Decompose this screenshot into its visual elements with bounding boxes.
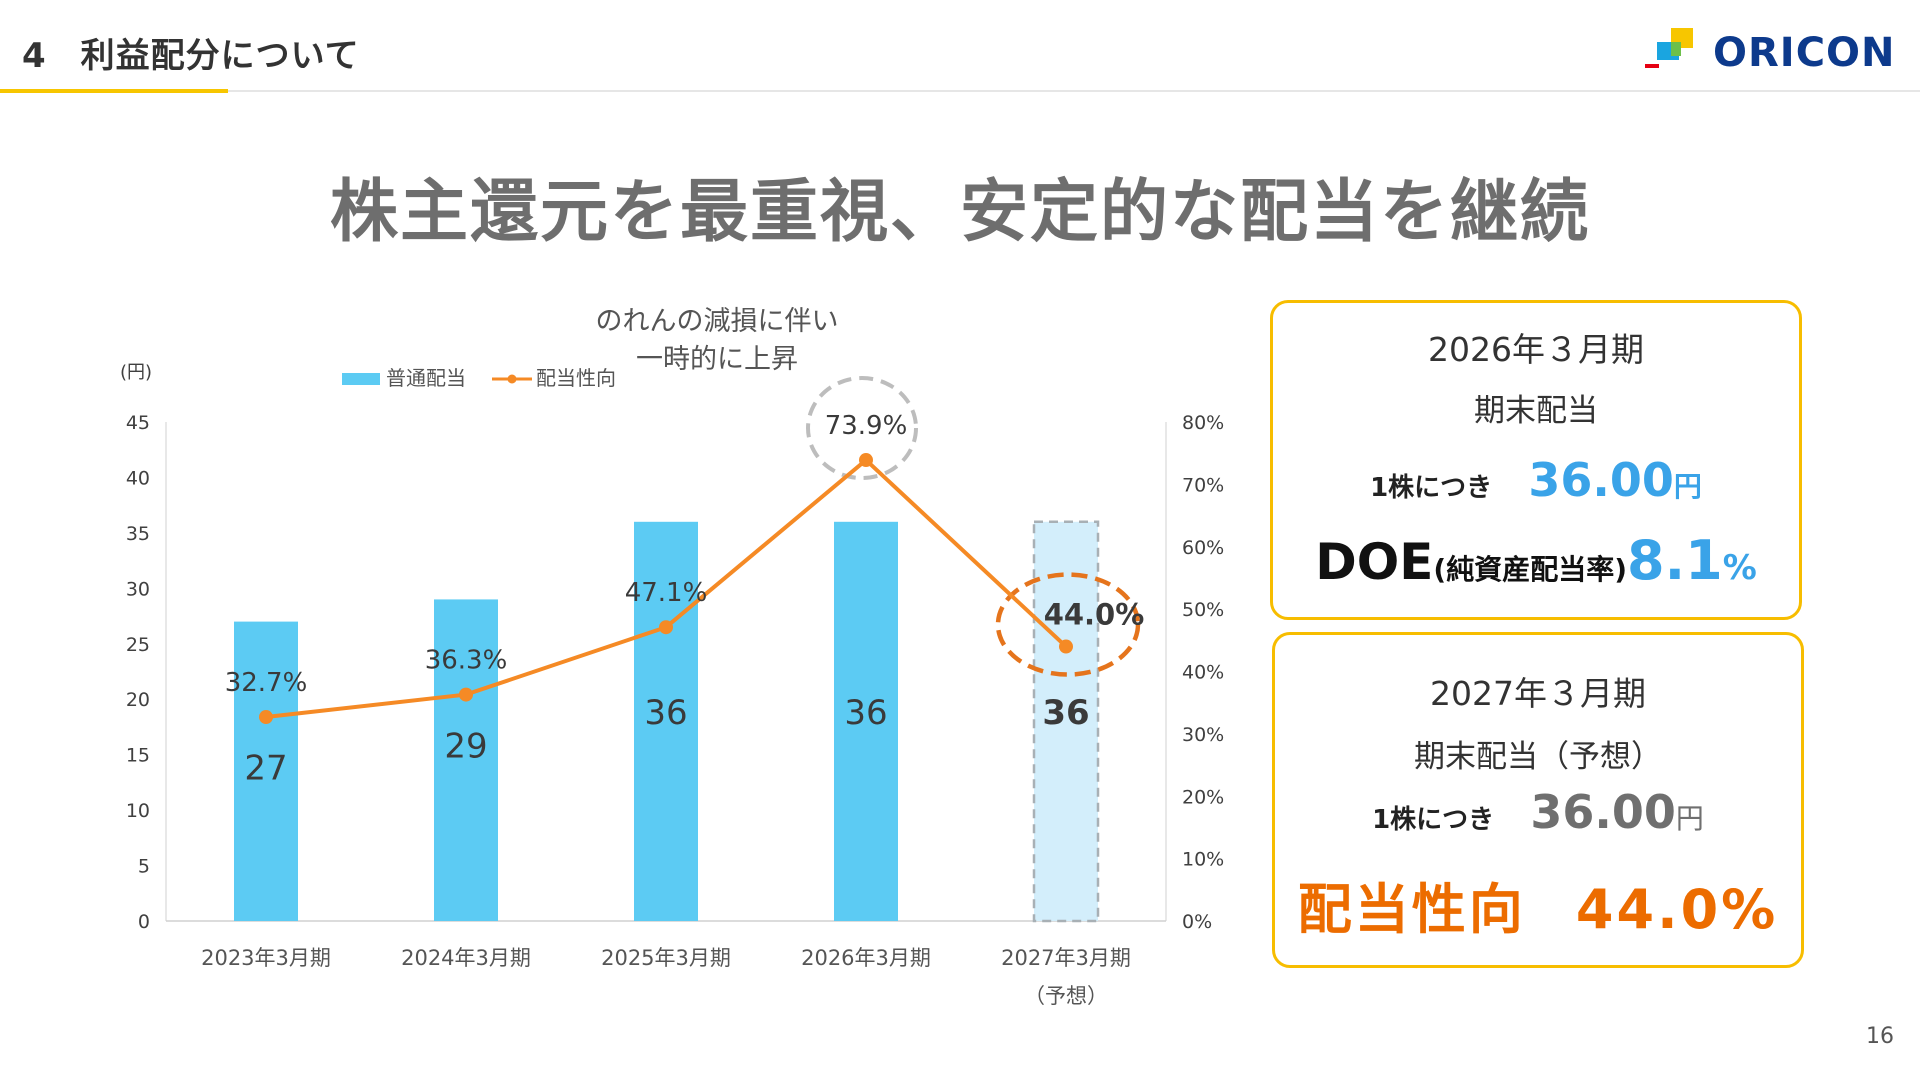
- payout-value: 44.0%: [1575, 878, 1779, 941]
- card2-amount-row: 1株につき 36.00円: [1275, 785, 1801, 839]
- highlight-circle-2027: [995, 572, 1141, 677]
- payout-ratio-label: 36.3%: [425, 646, 508, 676]
- card1-period: 2026年３月期: [1428, 330, 1644, 369]
- payout-label: 配当性向: [1297, 878, 1526, 941]
- y-left-tick-label: 10: [126, 800, 150, 822]
- oricon-logo-mark: [1645, 28, 1693, 68]
- y-left-tick-label: 15: [126, 745, 150, 767]
- bar-value-label: 29: [444, 726, 487, 766]
- card2-amount: 36.00: [1530, 785, 1676, 839]
- card1-per-share-label: 1株につき: [1370, 473, 1493, 503]
- section-title-text: 利益配分について: [80, 36, 360, 76]
- y-right-tick-label: 40%: [1182, 662, 1224, 684]
- doe-label: DOE: [1315, 533, 1434, 591]
- x-category-label: 2026年3月期: [801, 946, 931, 970]
- payout-ratio-marker: [259, 710, 273, 725]
- payout-ratio-marker: [459, 687, 473, 702]
- bar: [634, 521, 698, 921]
- bar-value-label: 36: [844, 693, 887, 733]
- annotation-line2: 一時的に上昇: [636, 344, 798, 375]
- section-title: 4 利益配分について: [22, 28, 360, 77]
- card1-amount: 36.00: [1528, 453, 1674, 507]
- y-right-tick-label: 0%: [1182, 911, 1212, 933]
- legend-swatch-marker: [507, 374, 517, 384]
- header-divider: [0, 90, 1920, 92]
- oricon-logo: ORICON: [1645, 28, 1915, 78]
- bar: [434, 599, 498, 921]
- y-left-tick-label: 40: [126, 467, 150, 489]
- y-right-tick-label: 20%: [1182, 786, 1224, 808]
- y-right-tick-label: 10%: [1182, 849, 1224, 871]
- bar-value-label: 36: [1042, 693, 1089, 733]
- header-accent-bar: [0, 89, 228, 93]
- y-left-tick-label: 35: [126, 523, 150, 545]
- main-heading: 株主還元を最重視、安定的な配当を継続: [329, 173, 1590, 252]
- y-right-tick-label: 50%: [1182, 599, 1224, 621]
- card2-subtitle: 期末配当（予想）: [1414, 739, 1662, 775]
- current-dividend-card: 2026年３月期 期末配当 1株につき 36.00円 DOE(純資産配当率)8.…: [1270, 300, 1802, 620]
- x-category-label: 2027年3月期: [1001, 946, 1131, 970]
- y-left-tick-label: 20: [126, 689, 150, 711]
- y-right-tick-label: 80%: [1182, 412, 1224, 434]
- y-left-unit-label: (円): [120, 362, 152, 383]
- payout-ratio-marker: [1059, 639, 1073, 654]
- legend-label-line: 配当性向: [536, 366, 616, 390]
- annotation-line1: のれんの減損に伴い: [596, 306, 839, 337]
- section-number: 4: [22, 36, 47, 76]
- y-right-tick-label: 30%: [1182, 724, 1224, 746]
- card2-per-share-label: 1株につき: [1372, 805, 1495, 835]
- y-right-tick-label: 60%: [1182, 537, 1224, 559]
- doe-paren-label: (純資産配当率): [1433, 553, 1628, 586]
- forecast-dividend-card: 2027年３月期 期末配当（予想） 1株につき 36.00円 配当性向 44.0…: [1272, 632, 1804, 968]
- dividend-chart: (円) のれんの減損に伴い 一時的に上昇 0 5 10 15 20 25 30 35 40 45 0…: [120, 306, 1224, 1008]
- y-left-tick-label: 45: [126, 412, 150, 434]
- bar: [234, 621, 298, 921]
- page-number: 16: [1866, 1024, 1894, 1049]
- legend-label-bar: 普通配当: [386, 366, 466, 390]
- card1-subtitle: 期末配当: [1474, 393, 1598, 429]
- bar-value-label: 27: [244, 749, 287, 789]
- card1-amount-row: 1株につき 36.00円: [1273, 453, 1799, 507]
- card1-amount-unit: 円: [1673, 470, 1702, 503]
- payout-ratio-label: 44.0%: [1044, 598, 1145, 632]
- payout-ratio-label: 32.7%: [225, 668, 308, 698]
- x-category-label: 2024年3月期: [401, 946, 531, 970]
- x-category-sublabel: （予想）: [1024, 984, 1108, 1008]
- y-left-tick-label: 30: [126, 578, 150, 600]
- card2-amount-unit: 円: [1675, 802, 1704, 835]
- x-category-label: 2025年3月期: [601, 946, 731, 970]
- logo-text: ORICON: [1713, 30, 1896, 76]
- bar-forecast: [1032, 520, 1100, 923]
- payout-ratio-label: 47.1%: [625, 578, 708, 608]
- x-category-label: 2023年3月期: [201, 946, 331, 970]
- y-left-tick-label: 25: [126, 634, 150, 656]
- payout-ratio-marker: [659, 620, 673, 635]
- payout-ratio-marker: [859, 453, 873, 468]
- doe-unit: %: [1722, 548, 1757, 588]
- doe-value: 8.1: [1627, 529, 1723, 592]
- bar: [834, 521, 898, 921]
- payout-ratio-label: 73.9%: [825, 411, 908, 441]
- card1-doe-row: DOE(純資産配当率)8.1%: [1273, 529, 1799, 592]
- y-left-tick-label: 5: [138, 856, 150, 878]
- y-left-tick-label: 0: [138, 911, 150, 933]
- legend-swatch-bar: [342, 373, 380, 385]
- card2-payout-row: 配当性向 44.0%: [1275, 865, 1801, 944]
- card2-period: 2027年３月期: [1430, 674, 1646, 713]
- highlight-circle-2026: [806, 376, 918, 481]
- bar-value-label: 36: [644, 693, 687, 733]
- y-right-tick-label: 70%: [1182, 474, 1224, 496]
